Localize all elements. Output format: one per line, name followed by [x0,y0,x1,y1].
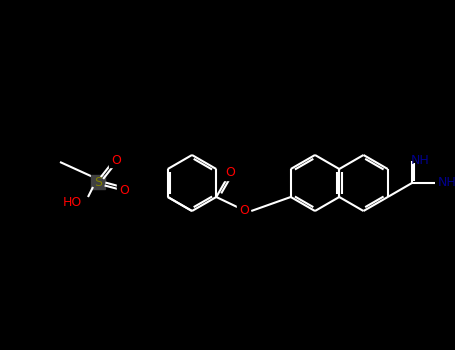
Text: NH: NH [410,154,430,167]
Text: O: O [239,204,249,217]
Bar [223,166,237,180]
Text: O: O [225,166,235,179]
Text: O: O [119,183,129,196]
Text: S: S [94,175,102,189]
Bar [91,175,105,189]
Bar [109,153,123,167]
Text: O: O [111,154,121,167]
Text: HO: HO [62,196,81,209]
Text: NH₂: NH₂ [438,176,455,189]
Bar [117,183,131,197]
Bar [237,204,251,218]
